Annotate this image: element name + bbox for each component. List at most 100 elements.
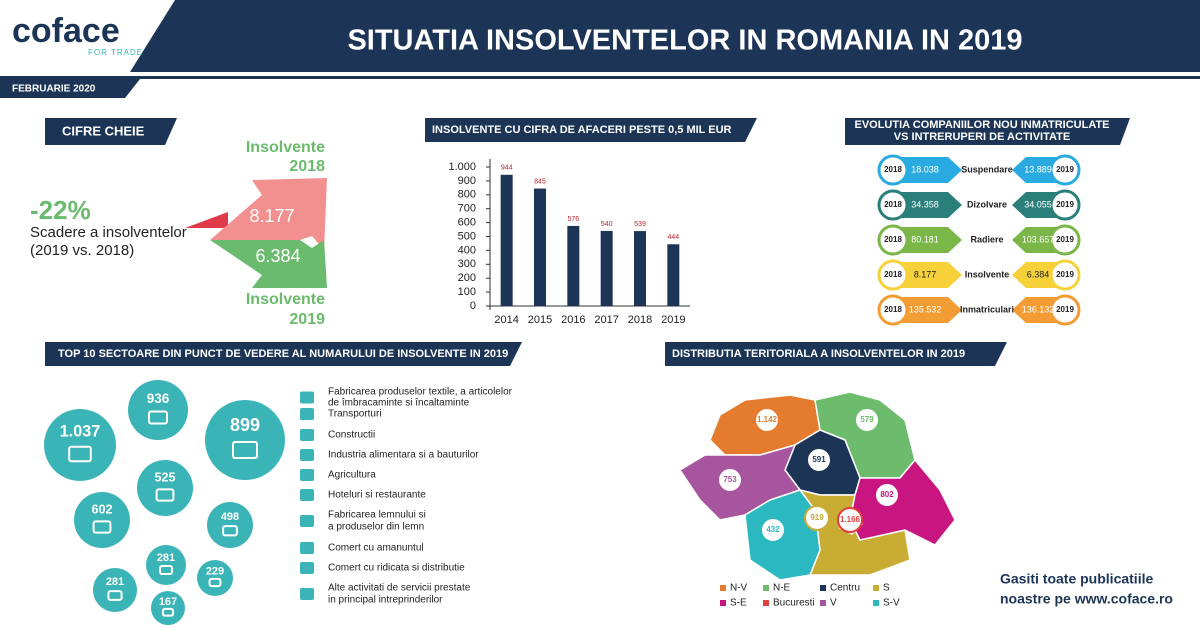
sector-name: Comert cu ridicata si distributie [328,563,465,574]
bar [667,244,680,306]
value-label: 540 [601,221,613,228]
sector-value: 167 [159,596,177,608]
header-line [0,76,1200,79]
region-pin [760,517,786,543]
region-pin [806,447,832,473]
value-left: 18.038 [911,164,939,174]
arrow-2018 [210,178,327,250]
sector-value: 899 [230,415,260,435]
value-right: 136.132 [1022,304,1055,314]
sector-value: 498 [221,511,239,523]
sector-name: Industria alimentara si a bauturilor [328,450,479,461]
section-header [845,118,1130,145]
value-right: 13.889 [1024,164,1052,174]
year-right: 2019 [1056,165,1074,174]
sector-glyph [68,445,92,463]
row-label: Inmatriculari [960,304,1014,314]
x-tick-label: 2017 [594,314,618,326]
y-tick-label: 0 [470,300,476,312]
legend-swatch [820,585,826,591]
legend-label: N-E [773,583,791,594]
x-tick-label: 2014 [494,314,518,326]
row-label: Dizolvare [967,199,1007,209]
label-2019: Insolvente [246,291,325,308]
y-tick-label: 400 [458,244,476,256]
y-tick-label: 500 [458,230,476,242]
sector-icon [300,469,314,481]
region-pin [804,505,830,531]
footer-text: Gasiti toate publicatiile [1000,571,1153,587]
region [849,458,956,546]
bar [500,174,513,306]
sector-value: 281 [157,552,175,564]
year-2018: 2018 [289,158,325,175]
value-2018: 8.177 [249,206,294,226]
change: -22% [30,195,91,225]
year-2019: 2019 [289,311,325,328]
bar [634,231,646,306]
y-tick-label: 900 [458,175,476,187]
legend-swatch [763,585,769,591]
legend-label: Centru [830,583,860,594]
sector-value: 602 [91,503,112,517]
sector-icon [300,391,314,404]
year-left: 2018 [884,235,902,244]
region-value: 919 [810,513,824,522]
logo: coface [12,12,120,50]
y-tick-label: 1.000 [448,161,476,173]
year-badge [877,224,909,256]
legend-swatch [720,585,726,591]
logo-tagline: FOR TRADE [88,48,143,57]
value-left: 80.181 [911,234,939,244]
section-title: VS INTRERUPERI DE ACTIVITATE [894,131,1070,143]
y-tick-label: 700 [458,203,476,215]
section-title: CIFRE CHEIE [62,123,145,138]
year-badge [1049,189,1081,221]
legend-swatch [873,600,879,606]
value-label: 845 [534,178,546,185]
footer-text: noastre pe www.coface.ro [1000,591,1173,607]
page-title: SITUATIA INSOLVENTELOR IN ROMANIA IN 201… [347,25,1022,57]
sector-name: Transporturi [328,409,382,420]
sector-icon [300,408,314,420]
sector-name: Hoteluri si restaurante [328,490,426,501]
sector-icon [300,429,314,441]
region-value: 579 [860,415,874,424]
sector-icon [300,489,314,501]
y-tick-label: 100 [458,286,476,298]
value-label: 539 [634,221,646,228]
note: (2019 vs. 2018) [30,242,134,259]
legend-label: Bucuresti [773,598,815,609]
sector-icon [300,562,314,574]
label-2018: Insolvente [246,139,325,156]
sector-glyph [161,607,175,617]
sector-name: a produselor din lemn [328,522,424,533]
section-title: DISTRIBUTIA TERITORIALA A INSOLVENTELOR … [672,348,965,360]
region-pin [754,407,780,433]
sector-glyph [155,488,175,502]
sector-bubble [93,568,137,612]
year-right: 2019 [1056,305,1074,314]
region-value: 1.166 [840,515,861,524]
sector-icon [300,515,314,527]
region-value: 802 [880,490,894,499]
sector-bubble [128,380,188,440]
bar-left [890,157,962,183]
sector-name: Fabricarea lemnului si [328,510,426,521]
bar [567,225,580,306]
sector-glyph [208,577,222,588]
region-pin [717,467,743,493]
legend-swatch [820,600,826,606]
sector-name: Agricultura [328,470,376,481]
sector-name: Alte activitati de servicii prestate [328,583,471,594]
section-title: TOP 10 SECTOARE DIN PUNCT DE VEDERE AL N… [58,348,508,360]
arrow-down-red [185,212,228,228]
year-badge [1049,294,1081,326]
sector-icon [300,588,314,600]
x-tick-label: 2018 [628,314,652,326]
bar-left [890,297,962,323]
section-header [45,118,177,145]
sector-value: 281 [106,576,124,588]
sector-glyph [148,410,168,425]
value-left: 135.532 [909,304,942,314]
